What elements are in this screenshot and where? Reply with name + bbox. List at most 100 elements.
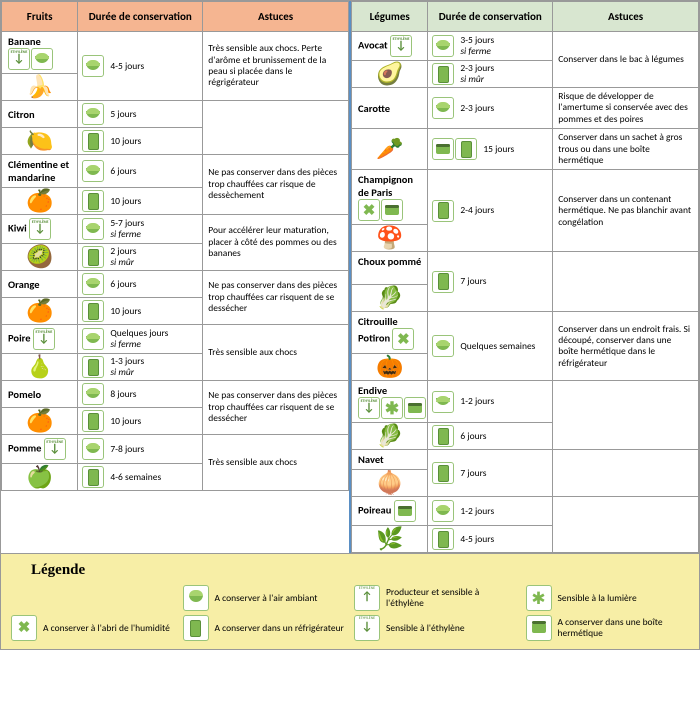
item-name: Citron <box>2 101 78 128</box>
item-image: 🍏 <box>2 464 78 491</box>
duration-cell: 1-3 jourssi mûr <box>78 354 203 381</box>
duration-cell: 6 jours <box>78 155 203 188</box>
duration-row: 1-2 jours <box>432 391 548 413</box>
tip-cell <box>553 450 699 497</box>
item-image: 🍌 <box>2 74 78 101</box>
duration-text: 6 jours <box>110 279 136 290</box>
item-name: Endive <box>352 381 428 423</box>
legend-item: A conserver dans un réfrigérateur <box>183 615 347 641</box>
tip-cell: Très sensible aux chocs <box>203 325 349 381</box>
item-image: 🥑 <box>352 61 428 88</box>
item-name: Pomelo <box>2 381 78 408</box>
duration-row: Quelques jourssi ferme <box>82 328 198 350</box>
duration-text: 1-3 jourssi mûr <box>110 356 144 378</box>
eth-icon <box>390 35 412 57</box>
fridge-icon <box>183 615 209 641</box>
table-row: Champignon de Paris 2-4 jours Conserver … <box>352 170 699 225</box>
eth-icon <box>354 615 380 641</box>
duration-text: 5-7 jourssi ferme <box>110 218 144 240</box>
duration-cell: 6 jours <box>78 271 203 298</box>
duration-text: 2 jourssi mûr <box>110 246 136 268</box>
legend: Légende A conserver à l'air ambiantProdu… <box>1 553 699 649</box>
bowl-icon <box>82 160 104 182</box>
item-image: 🍋 <box>2 128 78 155</box>
duration-row: 4-5 jours <box>82 55 198 77</box>
fridge-icon <box>82 190 104 212</box>
duration-text: 10 jours <box>110 196 141 207</box>
table-row: Citrouille Potiron Quelques semaines Con… <box>352 312 699 354</box>
duration-row: 10 jours <box>82 130 198 152</box>
item-image: 🥕 <box>352 129 428 170</box>
bowl-icon <box>82 273 104 295</box>
duration-cell: 7 jours <box>428 252 553 312</box>
duration-cell: 2-3 jourssi mûr <box>428 61 553 88</box>
fridge-icon <box>82 410 104 432</box>
duration-row: 7-8 jours <box>82 438 198 460</box>
item-image: 🧅 <box>352 470 428 497</box>
duration-text: 7-8 jours <box>110 444 144 455</box>
tip-cell <box>203 101 349 155</box>
bowl-icon <box>82 383 104 405</box>
item-image: 🍊 <box>2 188 78 215</box>
duration-text: Quelques semaines <box>460 341 535 352</box>
fridge-icon <box>82 246 104 268</box>
table-row: Clémentine et mandarine 6 jours Ne pas c… <box>2 155 349 188</box>
duration-cell: Quelques semaines <box>428 312 553 381</box>
bowl-icon <box>82 218 104 240</box>
item-name: Carotte <box>352 88 428 129</box>
veg-table: Légumes Durée de conservation Astuces Av… <box>351 1 699 553</box>
tip-cell <box>553 497 699 553</box>
header-tips: Astuces <box>203 2 349 32</box>
duration-text: 4-5 jours <box>460 534 494 545</box>
legend-label: A conserver dans une boîte hermétique <box>558 617 690 639</box>
tip-cell <box>553 252 699 312</box>
table-row: Carotte 2-3 jours Risque de développer d… <box>352 88 699 129</box>
fridge-icon <box>82 130 104 152</box>
legend-label: Sensible à la lumière <box>558 593 637 604</box>
duration-row: 5 jours <box>82 103 198 125</box>
legend-grid: A conserver à l'air ambiantProducteur et… <box>11 585 689 641</box>
item-name: Poireau <box>352 497 428 526</box>
fridge-icon <box>455 138 477 160</box>
item-image: 🍊 <box>2 298 78 325</box>
duration-text: 2-4 jours <box>460 205 494 216</box>
bowl-icon <box>432 97 454 119</box>
box-icon <box>394 500 416 522</box>
bowl-icon <box>82 328 104 350</box>
duration-text: 6 jours <box>110 166 136 177</box>
table-row: Banane 4-5 jours Très sensible aux chocs… <box>2 32 349 74</box>
item-name: Choux pommé <box>352 252 428 285</box>
item-name: Banane <box>2 32 78 74</box>
tip-cell: Pour accélérer leur maturation, placer à… <box>203 215 349 271</box>
bowl-icon <box>82 438 104 460</box>
duration-cell: 2-3 jours <box>428 88 553 129</box>
tables-wrap: Fruits Durée de conservation Astuces Ban… <box>1 1 699 553</box>
duration-row: 2 jourssi mûr <box>82 246 198 268</box>
tip-cell: Conserver dans un contenant hermétique. … <box>553 170 699 252</box>
duration-text: 2-3 jourssi mûr <box>460 63 494 85</box>
bowl-icon <box>432 35 454 57</box>
eth-icon <box>358 397 380 419</box>
duration-row: 6 jours <box>432 425 548 447</box>
duration-cell: 2-4 jours <box>428 170 553 252</box>
legend-item: A conserver à l'air ambiant <box>183 585 347 611</box>
fridge-icon <box>432 200 454 222</box>
duration-row: 2-3 jours <box>432 97 548 119</box>
item-image: 🍄 <box>352 225 428 252</box>
duration-text: 10 jours <box>110 416 141 427</box>
eth-icon <box>8 48 30 70</box>
duration-cell: 10 jours <box>78 188 203 215</box>
duration-cell: 6 jours <box>428 423 553 450</box>
duration-cell: 7-8 jours <box>78 435 203 464</box>
fridge-icon <box>82 356 104 378</box>
fridge-icon <box>432 271 454 293</box>
box-icon <box>526 615 552 641</box>
legend-label: Sensible à l'éthylène <box>386 623 465 634</box>
item-image: 🥬 <box>352 423 428 450</box>
table-row: Citron 5 jours <box>2 101 349 128</box>
duration-text: 5 jours <box>110 109 136 120</box>
fruits-table: Fruits Durée de conservation Astuces Ban… <box>1 1 349 491</box>
duration-cell: 10 jours <box>78 408 203 435</box>
table-row: Kiwi 5-7 jourssi ferme Pour accélérer le… <box>2 215 349 244</box>
duration-row: 7 jours <box>432 271 548 293</box>
